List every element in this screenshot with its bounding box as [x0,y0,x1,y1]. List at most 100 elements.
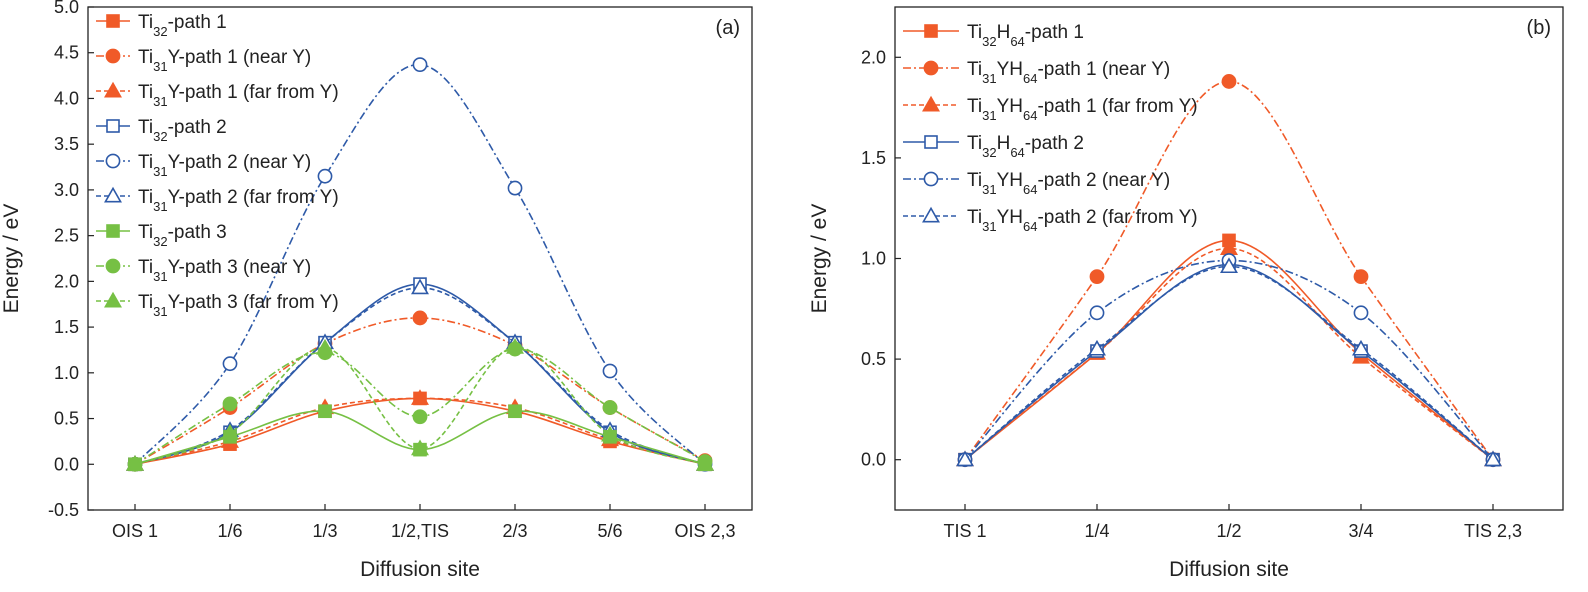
legend-label: Ti32H64-path 1 [967,22,1084,49]
y-axis-title: Energy / eV [808,204,831,314]
legend-entry: Ti31Y-path 2 (far from Y) [96,186,339,214]
legend-marker [924,24,938,38]
y-tick-label: 1.0 [861,249,886,269]
legend-marker [924,135,938,149]
legend-entry: Ti31Y-path 1 (far from Y) [96,81,339,109]
panel-b: 0.0 0.5 1.0 1.5 2.0 TIS 1 1/4 1/2 3/4 TIS 2,3 Diff… [808,6,1564,581]
panel-label: (b) [1527,17,1551,39]
legend: Ti32-path 1 Ti31Y-path 1 (near Y) Ti31Y-pa… [96,12,339,319]
x-tick-label: 2/3 [502,521,527,541]
panel-a: -0.5 0.0 0.5 1.0 1.5 2.0 2.5 3.0 3.5 4.0 4.5 5.0 OIS… [0,0,753,581]
y-tick-label: 4.5 [54,43,79,63]
series-line [964,247,1494,461]
y-tick-label: 2.5 [54,226,79,246]
legend-entry: Ti31YH64-path 1 (near Y) [903,59,1170,86]
legend-entry: Ti31Y-path 1 (near Y) [96,47,311,74]
y-tick-label: 0.5 [54,409,79,429]
legend-marker [922,95,940,112]
series-3 [126,389,714,471]
legend-entry: Ti32H64-path 1 [903,22,1084,49]
x-axis-title: Diffusion site [360,558,480,581]
y-tick-label: 0.0 [861,450,886,470]
data-point [602,363,618,379]
data-point [126,455,144,471]
data-point [222,396,238,412]
y-tick-label: 2.0 [861,47,886,67]
data-point [221,423,239,440]
legend-marker [105,258,121,274]
data-point [317,168,333,184]
legend-entry: Ti31YH64-path 1 (far from Y) [903,95,1198,123]
y-tick-label: 3.5 [54,134,79,154]
legend-entry: Ti31YH64-path 2 (far from Y) [903,206,1198,234]
legend-label: Ti31YH64-path 2 (near Y) [967,170,1170,197]
legend-marker [106,224,120,238]
data-point [956,450,974,467]
y-tick-label: 0.0 [54,454,79,474]
legend-label: Ti32H64-path 2 [967,133,1084,160]
x-tick-label: 1/3 [312,521,337,541]
legend-entry: Ti32-path 2 [96,117,227,144]
legend-label: Ti32-path 1 [138,12,227,39]
legend-label: Ti31YH64-path 1 (near Y) [967,59,1170,86]
x-tick-label: TIS 1 [943,521,986,541]
data-point [411,389,429,405]
legend-marker [922,206,940,223]
x-tick-label: 1/6 [217,521,242,541]
legend-label: Ti31Y-path 1 (far from Y) [138,82,339,109]
legend-label: Ti32-path 2 [138,117,227,144]
legend: Ti32H64-path 1 Ti31YH64-path 1 (near Y) Ti… [903,22,1198,234]
series-line [964,259,1494,461]
data-point [412,310,428,326]
data-point [316,338,334,355]
legend-marker [106,119,120,133]
data-point [1352,339,1370,356]
x-tick-label: OIS 1 [112,521,158,541]
legend-label: Ti31Y-path 2 (far from Y) [138,187,339,214]
y-tick-label: 1.5 [861,148,886,168]
data-point [412,57,428,73]
legend-marker [923,60,939,76]
y-axis-title: Energy / eV [0,204,23,314]
legend-marker [923,171,939,187]
legend-marker [104,186,122,203]
y-tick-label: 5.0 [54,0,79,17]
legend-entry: Ti32H64-path 2 [903,133,1084,160]
y-tick-label: 1.0 [54,363,79,383]
legend-marker [105,153,121,169]
data-point [1089,269,1105,285]
x-tick-label: 3/4 [1348,521,1373,541]
data-point [1088,339,1106,356]
series-9 [126,337,714,471]
data-point [506,337,524,354]
data-point [1220,257,1238,274]
series-line [964,265,1494,461]
y-tick-label: 4.0 [54,88,79,108]
legend-entry: Ti31YH64-path 2 (near Y) [903,170,1170,197]
series-line [964,263,1494,461]
series-3 [956,239,1502,467]
legend-entry: Ti31Y-path 3 (far from Y) [96,291,339,319]
y-tick-label: 1.5 [54,317,79,337]
data-point [508,404,522,419]
legend-label: Ti32-path 3 [138,222,227,249]
legend-label: Ti31Y-path 3 (far from Y) [138,292,339,319]
data-point [1221,74,1237,89]
legend-entry: Ti31Y-path 2 (near Y) [96,152,311,179]
legend-label: Ti31YH64-path 2 (far from Y) [967,207,1198,234]
x-tick-label: OIS 2,3 [674,521,735,541]
x-axis-title: Diffusion site [1169,558,1289,581]
data-point [1353,269,1369,285]
legend-label: Ti31YH64-path 1 (far from Y) [967,96,1198,123]
legend-label: Ti31Y-path 3 (near Y) [138,257,311,284]
data-point [1089,305,1105,321]
data-point [507,180,523,196]
x-tick-label: 1/4 [1084,521,1109,541]
y-tick-label: 3.0 [54,180,79,200]
data-point [601,425,619,442]
x-tick-label: 1/2,TIS [391,521,449,541]
x-tick-label: 1/2 [1216,521,1241,541]
data-point [411,439,429,456]
data-point [412,409,428,425]
